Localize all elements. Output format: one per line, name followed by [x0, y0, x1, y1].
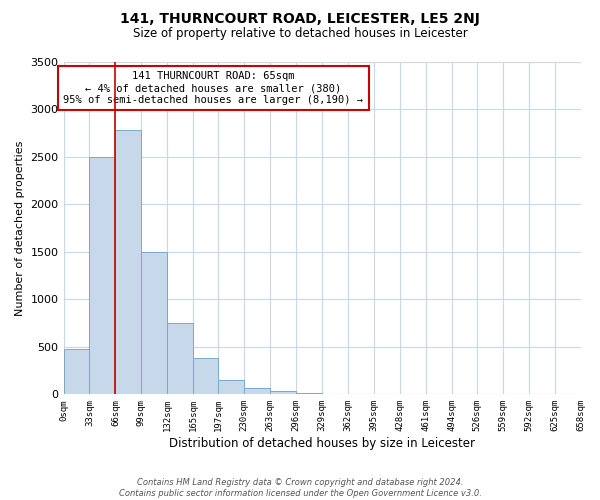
Y-axis label: Number of detached properties: Number of detached properties — [15, 140, 25, 316]
Text: 141 THURNCOURT ROAD: 65sqm
← 4% of detached houses are smaller (380)
95% of semi: 141 THURNCOURT ROAD: 65sqm ← 4% of detac… — [64, 72, 364, 104]
Text: Size of property relative to detached houses in Leicester: Size of property relative to detached ho… — [133, 28, 467, 40]
Bar — [115, 130, 142, 394]
Text: 141, THURNCOURT ROAD, LEICESTER, LE5 2NJ: 141, THURNCOURT ROAD, LEICESTER, LE5 2NJ — [120, 12, 480, 26]
Bar — [142, 252, 167, 394]
Bar — [89, 156, 115, 394]
Bar — [167, 323, 193, 394]
Bar — [218, 380, 244, 394]
Bar — [64, 348, 89, 395]
Text: Contains HM Land Registry data © Crown copyright and database right 2024.
Contai: Contains HM Land Registry data © Crown c… — [119, 478, 481, 498]
Bar — [244, 388, 270, 394]
X-axis label: Distribution of detached houses by size in Leicester: Distribution of detached houses by size … — [169, 437, 475, 450]
Bar — [270, 392, 296, 394]
Bar — [193, 358, 218, 395]
